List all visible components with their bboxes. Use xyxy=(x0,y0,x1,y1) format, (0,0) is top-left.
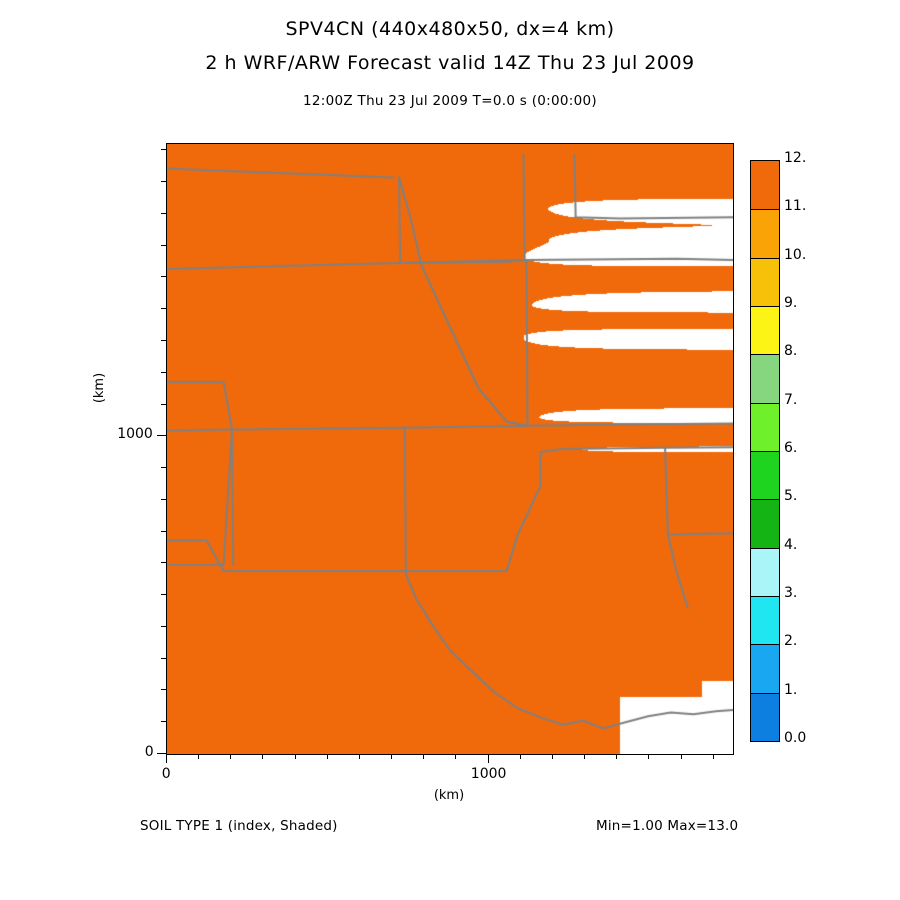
colorbar-separator xyxy=(751,596,779,597)
colorbar-tick-label: 10. xyxy=(784,246,807,263)
x-tick xyxy=(198,754,199,759)
colorbar-tick-label: 12. xyxy=(784,150,807,166)
y-tick xyxy=(161,372,166,373)
colorbar-band xyxy=(751,209,779,258)
x-tick xyxy=(166,754,167,763)
colorbar-band xyxy=(751,257,779,306)
colorbar-band xyxy=(751,644,779,693)
x-tick xyxy=(681,754,682,759)
x-tick xyxy=(616,754,617,759)
colorbar xyxy=(750,160,780,742)
colorbar-tick-label: 0.0 xyxy=(784,730,807,746)
colorbar-band xyxy=(751,692,779,741)
y-tick xyxy=(161,245,166,246)
colorbar-separator xyxy=(751,547,779,549)
y-tick xyxy=(161,467,166,468)
minmax-caption: Min=1.00 Max=13.0 xyxy=(596,818,739,834)
colorbar-band xyxy=(751,596,779,645)
colorbar-band xyxy=(751,161,779,210)
colorbar-tick-label: 9. xyxy=(784,295,798,311)
x-tick xyxy=(230,754,231,759)
y-tick xyxy=(161,499,166,500)
y-tick xyxy=(161,531,166,532)
colorbar-tick-label: 6. xyxy=(784,440,798,456)
colorbar-separator xyxy=(751,692,779,694)
x-tick xyxy=(520,754,521,759)
y-tick xyxy=(161,404,166,405)
plot-title-line2: 2 h WRF/ARW Forecast valid 14Z Thu 23 Ju… xyxy=(205,52,695,74)
x-tick xyxy=(488,754,489,763)
x-tick xyxy=(648,754,649,759)
y-tick xyxy=(161,689,166,690)
y-tick xyxy=(161,276,166,277)
y-tick xyxy=(157,753,166,754)
colorbar-tick-label: 11. xyxy=(784,198,807,215)
variable-caption: SOIL TYPE 1 (index, Shaded) xyxy=(140,818,338,834)
x-tick xyxy=(262,754,263,759)
colorbar-tick-label: 5. xyxy=(784,488,798,505)
colorbar-separator xyxy=(751,451,779,452)
y-tick xyxy=(161,149,166,150)
x-tick xyxy=(295,754,296,759)
y-tick xyxy=(161,562,166,563)
plot-title-line1: SPV4CN (440x480x50, dx=4 km) xyxy=(285,18,615,40)
colorbar-tick-label: 1. xyxy=(784,681,798,698)
colorbar-separator xyxy=(751,402,779,404)
colorbar-band xyxy=(751,499,779,548)
colorbar-separator xyxy=(751,499,779,501)
x-tick xyxy=(391,754,392,759)
y-tick xyxy=(161,308,166,309)
y-tick xyxy=(161,340,166,341)
x-tick xyxy=(359,754,360,759)
y-tick xyxy=(161,181,166,182)
x-tick xyxy=(455,754,456,759)
colorbar-band xyxy=(751,547,779,596)
colorbar-separator xyxy=(751,209,779,211)
y-tick xyxy=(161,594,166,595)
colorbar-band xyxy=(751,451,779,500)
x-tick-label: 0 xyxy=(161,766,171,782)
y-tick xyxy=(157,435,166,436)
x-tick xyxy=(327,754,328,759)
y-tick-label: 0 xyxy=(144,744,154,760)
colorbar-separator xyxy=(751,306,779,307)
plot-subtitle: 12:00Z Thu 23 Jul 2009 T=0.0 s (0:00:00) xyxy=(302,93,597,109)
x-tick xyxy=(552,754,553,759)
y-tick xyxy=(161,721,166,722)
colorbar-separator xyxy=(751,257,779,259)
colorbar-tick-label: 4. xyxy=(784,536,798,553)
colorbar-tick-label: 2. xyxy=(784,633,798,650)
soil-type-heatmap xyxy=(167,144,733,754)
colorbar-tick-label: 3. xyxy=(784,585,798,601)
x-axis-label: (km) xyxy=(433,788,465,803)
colorbar-band xyxy=(751,402,779,451)
x-tick xyxy=(423,754,424,759)
colorbar-tick-label: 8. xyxy=(784,343,798,360)
x-tick-label: 1000 xyxy=(470,766,507,782)
map-plot-area xyxy=(166,143,734,755)
y-tick xyxy=(161,213,166,214)
x-tick xyxy=(713,754,714,759)
colorbar-tick-label: 7. xyxy=(784,391,798,408)
y-tick xyxy=(161,658,166,659)
colorbar-separator xyxy=(751,354,779,356)
y-tick xyxy=(161,626,166,627)
y-axis-label: (km) xyxy=(92,372,107,404)
colorbar-band xyxy=(751,354,779,403)
x-tick xyxy=(584,754,585,759)
colorbar-separator xyxy=(751,644,779,646)
colorbar-band xyxy=(751,306,779,355)
y-tick-label: 1000 xyxy=(117,426,153,442)
